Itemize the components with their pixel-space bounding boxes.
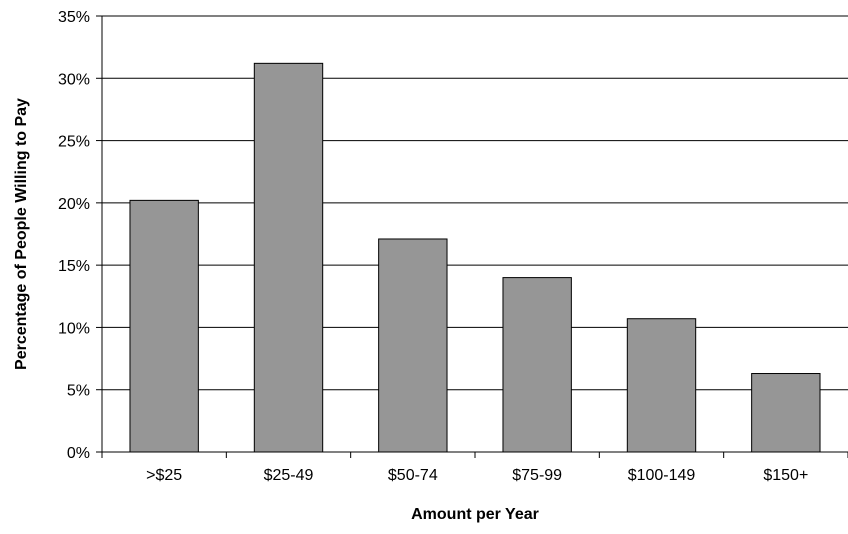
bar (378, 238, 448, 453)
tick-labels: 0% 5% 10% 15% 20% 25% 30% 35% >$25 $25-49 $50-74 $7… (58, 9, 808, 484)
x-tick-label: $50-74 (388, 467, 438, 484)
axes (96, 15, 848, 458)
y-tick-label: 5% (67, 383, 90, 400)
y-tick-label: 10% (58, 320, 90, 337)
bar (253, 62, 324, 453)
y-tick-label: 20% (58, 196, 90, 213)
bar (129, 199, 199, 453)
x-tick-label: >$25 (146, 467, 182, 484)
y-tick-label: 0% (67, 445, 90, 462)
gridlines (102, 15, 848, 391)
y-tick-label: 25% (58, 134, 90, 151)
y-axis-title: Percentage of People Willing to Pay (13, 98, 30, 370)
x-tick-label: $150+ (763, 467, 808, 484)
y-tick-label: 30% (58, 71, 90, 88)
y-tick-label: 35% (58, 9, 90, 26)
bar (502, 277, 572, 453)
y-tick-label: 15% (58, 258, 90, 275)
x-tick-label: $25-49 (264, 467, 314, 484)
x-axis-title: Amount per Year (411, 506, 539, 523)
bars (129, 62, 821, 453)
bar (626, 318, 697, 453)
bar (751, 373, 821, 453)
x-tick-label: $100-149 (628, 467, 696, 484)
x-tick-label: $75-99 (512, 467, 562, 484)
